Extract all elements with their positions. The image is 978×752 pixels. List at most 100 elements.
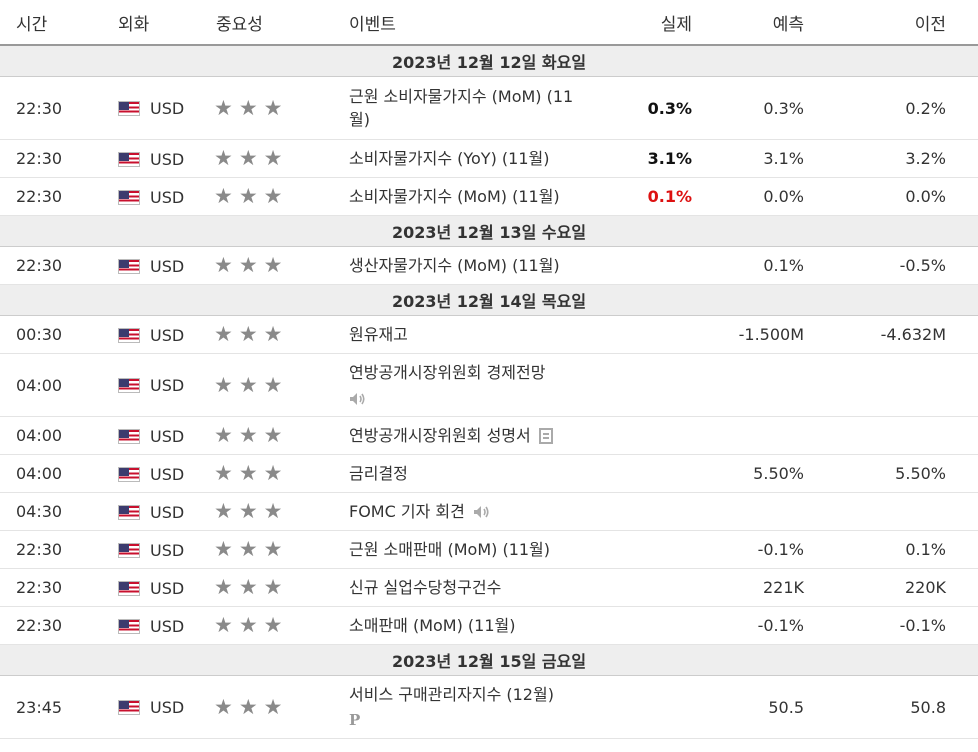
table-row[interactable]: 22:30 USD ★ ★ ★ 소비자물가지수 (YoY) (11월) 3.1% 3… bbox=[0, 139, 978, 178]
currency-cell: USD bbox=[100, 568, 198, 607]
star-icon: ★ bbox=[263, 253, 283, 277]
currency-code: USD bbox=[150, 426, 185, 446]
row-spacer bbox=[950, 416, 978, 455]
forecast-value: -0.1% bbox=[714, 606, 824, 645]
previous-value: -0.5% bbox=[824, 246, 950, 285]
table-row[interactable]: 22:30 USD ★ ★ ★ 근원 소비자물가지수 (MoM) (11월) 0.3… bbox=[0, 76, 978, 140]
star-icon: ★ bbox=[214, 184, 233, 208]
currency-code: USD bbox=[150, 149, 185, 169]
star-icon: ★ bbox=[238, 95, 258, 120]
table-row[interactable]: 04:00 USD ★ ★ ★ 연방공개시장위원회 성명서 bbox=[0, 416, 978, 455]
forecast-value bbox=[714, 492, 824, 531]
event-name[interactable]: 연방공개시장위원회 경제전망 bbox=[349, 362, 546, 382]
forecast-value: 3.1% bbox=[714, 139, 824, 178]
event-name[interactable]: 근원 소매판매 (MoM) (11월) bbox=[349, 539, 551, 559]
table-row[interactable]: 22:30 USD ★ ★ ★ 소매판매 (MoM) (11월) -0.1% -0.… bbox=[0, 606, 978, 645]
header-currency[interactable]: 외화 bbox=[100, 0, 198, 46]
event-name[interactable]: 소매판매 (MoM) (11월) bbox=[349, 615, 516, 635]
event-link[interactable]: FOMC 기자 회견 bbox=[333, 492, 599, 531]
date-row: 2023년 12월 15일 금요일 bbox=[0, 644, 978, 676]
star-icon: ★ bbox=[238, 372, 258, 397]
table-row[interactable]: 04:30 USD ★ ★ ★ FOMC 기자 회견 bbox=[0, 492, 978, 531]
event-name[interactable]: 연방공개시장위원회 성명서 bbox=[349, 425, 531, 445]
table-row[interactable]: 22:30 USD ★ ★ ★ 소비자물가지수 (MoM) (11월) 0.1% 0… bbox=[0, 177, 978, 216]
forecast-value bbox=[714, 416, 824, 455]
event-time: 04:00 bbox=[0, 454, 100, 493]
event-name[interactable]: 신규 실업수당청구건수 bbox=[349, 577, 502, 597]
row-spacer bbox=[950, 139, 978, 178]
previous-value: 0.0% bbox=[824, 177, 950, 216]
header-importance[interactable]: 중요성 bbox=[198, 0, 333, 46]
row-spacer bbox=[950, 568, 978, 607]
star-icon: ★ bbox=[263, 146, 283, 170]
header-actual[interactable]: 실제 bbox=[599, 0, 714, 46]
us-flag-icon bbox=[118, 101, 140, 116]
importance-stars: ★ ★ ★ bbox=[198, 454, 333, 493]
table-row[interactable]: 04:00 USD ★ ★ ★ 연방공개시장위원회 경제전망 bbox=[0, 353, 978, 417]
currency-code: USD bbox=[150, 256, 185, 276]
event-link[interactable]: 소매판매 (MoM) (11월) bbox=[333, 606, 599, 645]
actual-value: 0.1% bbox=[599, 177, 714, 216]
actual-value: 3.1% bbox=[599, 139, 714, 178]
event-link[interactable]: 연방공개시장위원회 성명서 bbox=[333, 416, 599, 455]
previous-value bbox=[824, 353, 950, 417]
event-time: 22:30 bbox=[0, 177, 100, 216]
event-name[interactable]: 서비스 구매관리자지수 (12월) bbox=[349, 684, 554, 704]
event-link[interactable]: 원유재고 bbox=[333, 315, 599, 354]
event-link[interactable]: 서비스 구매관리자지수 (12월) P bbox=[333, 675, 599, 739]
us-flag-icon bbox=[118, 378, 140, 393]
event-link[interactable]: 근원 소매판매 (MoM) (11월) bbox=[333, 530, 599, 569]
currency-cell: USD bbox=[100, 530, 198, 569]
event-name[interactable]: FOMC 기자 회견 bbox=[349, 501, 465, 521]
currency-code: USD bbox=[150, 578, 185, 598]
event-name[interactable]: 근원 소비자물가지수 (MoM) (11월) bbox=[349, 86, 574, 129]
table-row[interactable]: 22:30 USD ★ ★ ★ 근원 소매판매 (MoM) (11월) -0.1% … bbox=[0, 530, 978, 569]
table-row[interactable]: 22:30 USD ★ ★ ★ 생산자물가지수 (MoM) (11월) 0.1% -… bbox=[0, 246, 978, 285]
us-flag-icon bbox=[118, 580, 140, 596]
event-name[interactable]: 금리결정 bbox=[349, 463, 408, 483]
us-flag-icon bbox=[118, 258, 140, 274]
importance-stars: ★ ★ ★ bbox=[198, 492, 333, 531]
table-row[interactable]: 00:30 USD ★ ★ ★ 원유재고 -1.500M -4.632M bbox=[0, 315, 978, 354]
us-flag-icon bbox=[118, 542, 140, 558]
event-time: 22:30 bbox=[0, 76, 100, 140]
us-flag-icon bbox=[118, 151, 140, 167]
importance-stars: ★ ★ ★ bbox=[198, 76, 333, 140]
event-link[interactable]: 신규 실업수당청구건수 bbox=[333, 568, 599, 607]
star-icon: ★ bbox=[263, 184, 283, 208]
event-link[interactable]: 소비자물가지수 (YoY) (11월) bbox=[333, 139, 599, 178]
star-icon: ★ bbox=[263, 461, 283, 485]
event-name[interactable]: 원유재고 bbox=[349, 324, 408, 344]
header-forecast[interactable]: 예측 bbox=[714, 0, 824, 46]
event-name[interactable]: 소비자물가지수 (YoY) (11월) bbox=[349, 148, 550, 168]
star-icon: ★ bbox=[238, 461, 258, 485]
date-row: 2023년 12월 14일 목요일 bbox=[0, 284, 978, 316]
header-time[interactable]: 시간 bbox=[0, 0, 100, 46]
actual-value bbox=[599, 454, 714, 493]
us-flag-icon bbox=[118, 189, 140, 205]
actual-value bbox=[599, 530, 714, 569]
previous-value: 3.2% bbox=[824, 139, 950, 178]
table-row[interactable]: 22:30 USD ★ ★ ★ 신규 실업수당청구건수 221K 220K bbox=[0, 568, 978, 607]
event-link[interactable]: 금리결정 bbox=[333, 454, 599, 493]
event-link[interactable]: 연방공개시장위원회 경제전망 bbox=[333, 353, 599, 417]
event-name[interactable]: 생산자물가지수 (MoM) (11월) bbox=[349, 255, 560, 275]
event-time: 00:30 bbox=[0, 315, 100, 354]
importance-stars: ★ ★ ★ bbox=[198, 353, 333, 417]
forecast-value: -0.1% bbox=[714, 530, 824, 569]
currency-code: USD bbox=[150, 502, 185, 522]
table-row[interactable]: 04:00 USD ★ ★ ★ 금리결정 5.50% 5.50% bbox=[0, 454, 978, 493]
date-row: 2023년 12월 12일 화요일 bbox=[0, 44, 978, 77]
event-name[interactable]: 소비자물가지수 (MoM) (11월) bbox=[349, 186, 560, 206]
currency-code: USD bbox=[150, 464, 185, 484]
event-link[interactable]: 생산자물가지수 (MoM) (11월) bbox=[333, 246, 599, 285]
table-row[interactable]: 23:45 USD ★ ★ ★ 서비스 구매관리자지수 (12월) P 50.5 50… bbox=[0, 675, 978, 739]
importance-stars: ★ ★ ★ bbox=[198, 568, 333, 607]
header-previous[interactable]: 이전 bbox=[824, 0, 950, 46]
importance-stars: ★ ★ ★ bbox=[198, 177, 333, 216]
event-link[interactable]: 근원 소비자물가지수 (MoM) (11월) bbox=[333, 76, 599, 140]
star-icon: ★ bbox=[263, 537, 283, 561]
header-event[interactable]: 이벤트 bbox=[333, 0, 599, 46]
event-link[interactable]: 소비자물가지수 (MoM) (11월) bbox=[333, 177, 599, 216]
importance-stars: ★ ★ ★ bbox=[198, 139, 333, 178]
